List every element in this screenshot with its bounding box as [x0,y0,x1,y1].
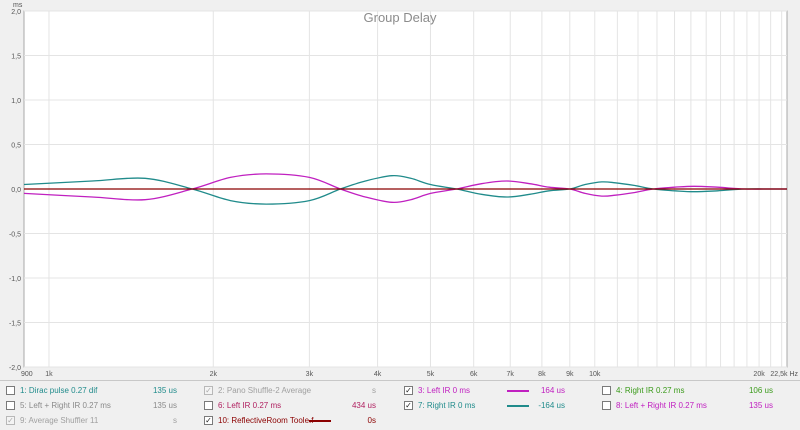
legend-value: 135 us [152,401,177,410]
legend-label: 2: Pano Shuffle-2 Average [218,386,312,395]
x-tick-label: 4k [374,371,382,378]
legend-checkbox[interactable] [204,401,213,410]
x-tick-label: 22,5k Hz [770,371,798,378]
legend-item[interactable]: 4: Right IR 0.27 ms 106 us [602,384,773,398]
y-tick-label: 0,5 [11,143,21,150]
legend-value: s [372,386,376,395]
x-tick-label: 7k [507,371,515,378]
legend-checkbox[interactable]: ✓ [204,386,213,395]
x-tick-label: 8k [538,371,546,378]
legend-item[interactable]: ✓ 3: Left IR 0 ms 164 us [404,384,565,398]
x-tick-label: 9k [566,371,574,378]
legend-checkbox[interactable] [6,401,15,410]
y-tick-label: -1,0 [9,276,21,283]
series-line-3-left-ir-0-ms [23,173,787,204]
legend-label: 10: ReflectiveRoom Toole.f [218,416,314,425]
legend-line-swatch [507,390,529,392]
legend-item[interactable]: ✓ 2: Pano Shuffle-2 Average s [204,384,376,398]
y-tick-label: -2,0 [9,365,21,372]
chart-title: Group Delay [364,10,437,25]
legend-item[interactable]: 1: Dirac pulse 0.27 dif 135 us [6,384,177,398]
legend-checkbox[interactable]: ✓ [404,401,413,410]
legend-checkbox[interactable]: ✓ [204,416,213,425]
legend-value: 106 us [748,386,773,395]
legend-label: 9: Average Shuffler 11 [20,416,99,425]
y-tick-label: -1,5 [9,321,21,328]
legend-value: s [173,416,177,425]
legend-value: 434 us [351,401,376,410]
x-tick-label: 20k [753,371,765,378]
legend-label: 3: Left IR 0 ms [418,386,471,395]
legend-checkbox[interactable] [602,386,611,395]
legend-item[interactable]: ✓ 9: Average Shuffler 11 s [6,414,177,428]
legend-label: 8: Left + Right IR 0.27 ms [616,401,707,410]
series-lines [23,173,787,205]
legend-label: 5: Left + Right IR 0.27 ms [20,401,111,410]
trace-legend: 1: Dirac pulse 0.27 dif 135 us ✓ 2: Pano Sh… [0,380,800,430]
legend-value: 164 us [540,386,565,395]
y-tick-label: 1,5 [11,54,21,61]
legend-value: 135 us [748,401,773,410]
legend-item[interactable]: 8: Left + Right IR 0.27 ms 135 us [602,399,773,413]
legend-label: 4: Right IR 0.27 ms [616,386,685,395]
x-tick-label: 1k [45,371,53,378]
legend-item[interactable]: 6: Left IR 0.27 ms 434 us [204,399,376,413]
x-tick-label: 900 [21,371,33,378]
legend-label: 1: Dirac pulse 0.27 dif [20,386,98,395]
legend-item[interactable]: ✓ 10: ReflectiveRoom Toole.f 0s [204,414,376,428]
x-tick-label: 5k [427,371,435,378]
legend-label: 7: Right IR 0 ms [418,401,476,410]
legend-label: 6: Left IR 0.27 ms [218,401,282,410]
series-line-7-right-ir-0-ms [23,174,787,205]
y-tick-label: -0,5 [9,232,21,239]
legend-line-swatch [309,420,331,422]
x-tick-label: 6k [470,371,478,378]
y-tick-label: 1,0 [11,98,21,105]
legend-value: 0s [367,416,376,425]
y-unit-label: ms [13,2,23,9]
legend-checkbox[interactable]: ✓ [6,416,15,425]
legend-item[interactable]: 5: Left + Right IR 0.27 ms 135 us [6,399,177,413]
y-tick-label: 0,0 [11,187,21,194]
legend-checkbox[interactable] [602,401,611,410]
legend-line-swatch [507,405,529,407]
legend-checkbox[interactable]: ✓ [404,386,413,395]
x-tick-label: 3k [306,371,314,378]
legend-checkbox[interactable] [6,386,15,395]
x-tick-label: 10k [589,371,601,378]
legend-value: -164 us [538,401,565,410]
legend-item[interactable]: ✓ 7: Right IR 0 ms -164 us [404,399,565,413]
x-tick-label: 2k [210,371,218,378]
legend-value: 135 us [152,386,177,395]
y-tick-label: 2,0 [11,9,21,16]
group-delay-chart[interactable]: 2,0 1,5 1,0 0,5 0,0 -0,5 -1,0 -1,5 -2,0 900 1k 2k 3k… [0,0,800,380]
